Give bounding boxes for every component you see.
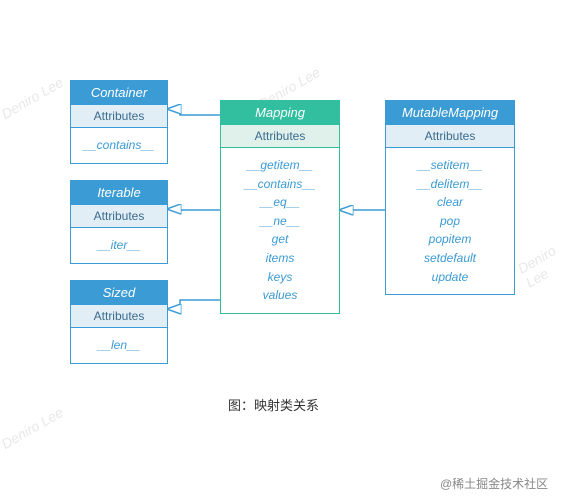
source-credit: @稀土掘金技术社区 [440,475,548,492]
class-title: Iterable [71,181,167,204]
class-member: clear [437,193,463,212]
class-iterable: IterableAttributes __iter__ [70,180,168,264]
class-title: Mapping [221,101,339,124]
class-container: ContainerAttributes __contains__ [70,80,168,164]
watermark-text: Deniro Lee [515,241,563,290]
class-member: update [432,268,469,287]
class-body: __len__ [71,328,167,363]
class-member: __ne__ [260,212,300,231]
class-body: __setitem____delitem__clearpoppopitemset… [386,148,514,294]
class-sized: SizedAttributes __len__ [70,280,168,364]
class-attributes-header: Attributes [386,124,514,148]
class-member: __eq__ [260,193,300,212]
class-attributes-header: Attributes [221,124,339,148]
class-title: Container [71,81,167,104]
class-member: keys [268,268,293,287]
diagram-caption: 图：映射类关系 [228,395,319,414]
class-title: Sized [71,281,167,304]
class-member: popitem [429,230,472,249]
class-member: setdefault [424,249,476,268]
inheritance-edge [168,209,220,210]
class-body: __getitem____contains____eq____ne__getit… [221,148,339,313]
class-mapping: MappingAttributes__getitem____contains__… [220,100,340,314]
class-member: __contains__ [244,175,315,194]
class-body: __iter__ [71,228,167,263]
class-attributes-header: Attributes [71,104,167,128]
watermark-text: Deniro Lee [0,404,66,452]
class-member: __iter__ [97,236,140,255]
class-attributes-header: Attributes [71,204,167,228]
class-member: get [272,230,289,249]
inheritance-edge [168,109,220,115]
class-member: pop [440,212,460,231]
class-member: items [266,249,295,268]
watermark-text: Deniro Lee [0,74,66,122]
class-member: __setitem__ [417,156,482,175]
class-title: MutableMapping [386,101,514,124]
class-member: __delitem__ [417,175,482,194]
class-member: __contains__ [83,136,154,155]
class-member: __getitem__ [247,156,313,175]
class-member: values [263,286,298,305]
class-attributes-header: Attributes [71,304,167,328]
class-member: __len__ [98,336,141,355]
class-mutablemapping: MutableMappingAttributes__setitem____del… [385,100,515,295]
inheritance-edge [168,300,220,309]
class-body: __contains__ [71,128,167,163]
